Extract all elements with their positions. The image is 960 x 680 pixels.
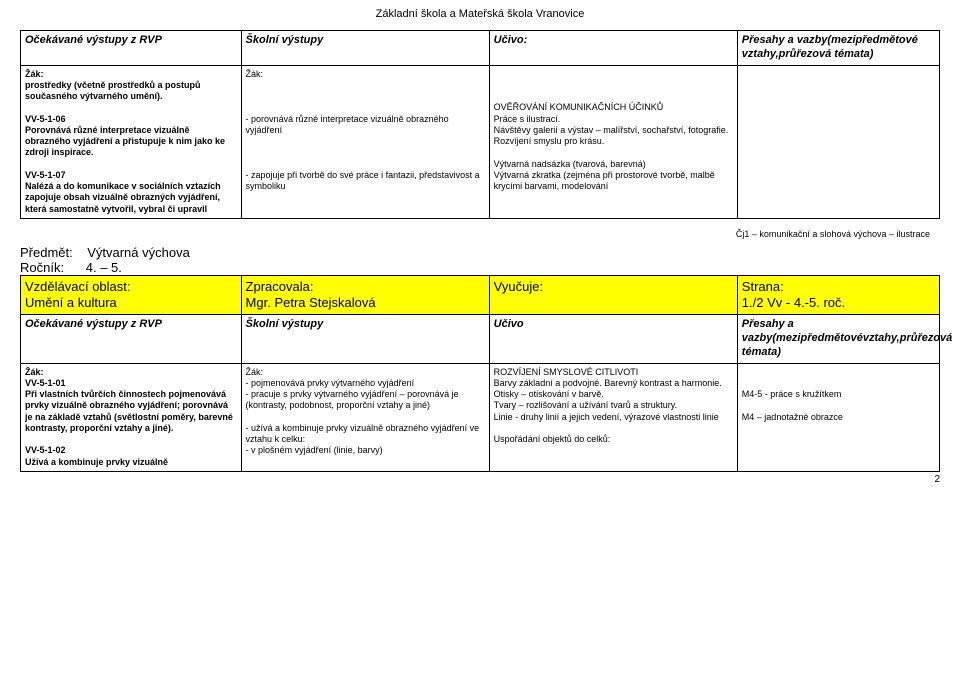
t2-header-col4: Přesahy a vazby(mezipředmětovévztahy,prů… <box>737 315 939 363</box>
grade-label: Ročník: <box>20 260 64 275</box>
section2-heading: Předmět: Výtvarná výchova Ročník: 4. – 5… <box>20 245 940 275</box>
t2-y-col1-value: Umění a kultura <box>25 295 117 310</box>
table-row: Žák: VV-5-1-01 Při vlastních tvůrčích či… <box>21 363 940 471</box>
t2-y-col1-label: Vzdělávací oblast: <box>25 279 131 294</box>
table-row-yellow: Vzdělávací oblast: Umění a kultura Zprac… <box>21 275 940 315</box>
subject-label: Předmět: <box>20 245 73 260</box>
table-1: Očekávané výstupy z RVP Školní výstupy U… <box>20 30 940 219</box>
t2-col1-a: Žák: VV-5-1-01 Při vlastních tvůrčích či… <box>25 367 237 435</box>
t1-header-col1: Očekávané výstupy z RVP <box>21 31 242 66</box>
t2-yellow-col1: Vzdělávací oblast: Umění a kultura <box>21 275 242 315</box>
t1-col3-b: Výtvarná nadsázka (tvarová, barevná) Výt… <box>494 159 733 193</box>
t1-cell-col3: OVĚŘOVÁNÍ KOMUNIKAČNÍCH ÚČINKŮ Práce s i… <box>489 65 737 218</box>
t1-col1-c: VV-5-1-07 Nalézá a do komunikace v sociá… <box>25 170 237 215</box>
t1-cell-col2: Žák: - porovnává různé interpretace vizu… <box>241 65 489 218</box>
grade-value: 4. – 5. <box>86 260 122 275</box>
t1-cell-col1: Žák: prostředky (včetně prostředků a pos… <box>21 65 242 218</box>
t2-cell-col3: ROZVÍJENÍ SMYSLOVÉ CITLIVOTI Barvy zákla… <box>489 363 737 471</box>
t1-header-col2: Školní výstupy <box>241 31 489 66</box>
page-header: Základní škola a Mateřská škola Vranovic… <box>20 8 940 20</box>
footnote: Čj1 – komunikační a slohová výchova – il… <box>20 229 940 239</box>
t1-col2-c: - zapojuje při tvorbě do své práce i fan… <box>246 170 485 193</box>
t1-col1-a: Žák: prostředky (včetně prostředků a pos… <box>25 69 237 103</box>
table-row: Žák: prostředky (včetně prostředků a pos… <box>21 65 940 218</box>
t1-header-col4: Přesahy a vazby(mezipředmětové vztahy,pr… <box>737 31 939 66</box>
t1-col2-a: Žák: <box>246 69 485 80</box>
t1-cell-col4 <box>737 65 939 218</box>
t2-cell-col2: Žák: - pojmenovává prvky výtvarného vyjá… <box>241 363 489 471</box>
t2-header-col1: Očekávané výstupy z RVP <box>21 315 242 363</box>
subject-value: Výtvarná výchova <box>87 245 190 260</box>
t1-header-col3: Učivo: <box>489 31 737 66</box>
t2-yellow-col3: Vyučuje: <box>489 275 737 315</box>
t2-y-col2-label: Zpracovala: <box>246 279 314 294</box>
t2-y-col4-value: 1./2 Vv - 4.-5. roč. <box>742 295 845 310</box>
table-row: Očekávané výstupy z RVP Školní výstupy U… <box>21 31 940 66</box>
page-number: 2 <box>20 474 940 485</box>
t2-col1-b: VV-5-1-02 Užívá a kombinuje prvky vizuál… <box>25 445 237 468</box>
t2-y-col2-value: Mgr. Petra Stejskalová <box>246 295 376 310</box>
t2-header-col3: Učivo <box>489 315 737 363</box>
t1-col3-a: OVĚŘOVÁNÍ KOMUNIKAČNÍCH ÚČINKŮ Práce s i… <box>494 102 733 147</box>
t2-cell-col1: Žák: VV-5-1-01 Při vlastních tvůrčích či… <box>21 363 242 471</box>
t2-header-col2: Školní výstupy <box>241 315 489 363</box>
table-row: Očekávané výstupy z RVP Školní výstupy U… <box>21 315 940 363</box>
t1-col1-b: VV-5-1-06 Porovnává různé interpretace v… <box>25 114 237 159</box>
t2-y-col4-label: Strana: <box>742 279 784 294</box>
t1-col2-b: - porovnává různé interpretace vizuálně … <box>246 114 485 137</box>
t2-yellow-col2: Zpracovala: Mgr. Petra Stejskalová <box>241 275 489 315</box>
t2-cell-col4: M4-5 - práce s kružítkem M4 – jadnotažné… <box>737 363 939 471</box>
t2-y-col3-label: Vyučuje: <box>494 279 543 294</box>
t2-yellow-col4: Strana: 1./2 Vv - 4.-5. roč. <box>737 275 939 315</box>
table-2: Vzdělávací oblast: Umění a kultura Zprac… <box>20 275 940 472</box>
